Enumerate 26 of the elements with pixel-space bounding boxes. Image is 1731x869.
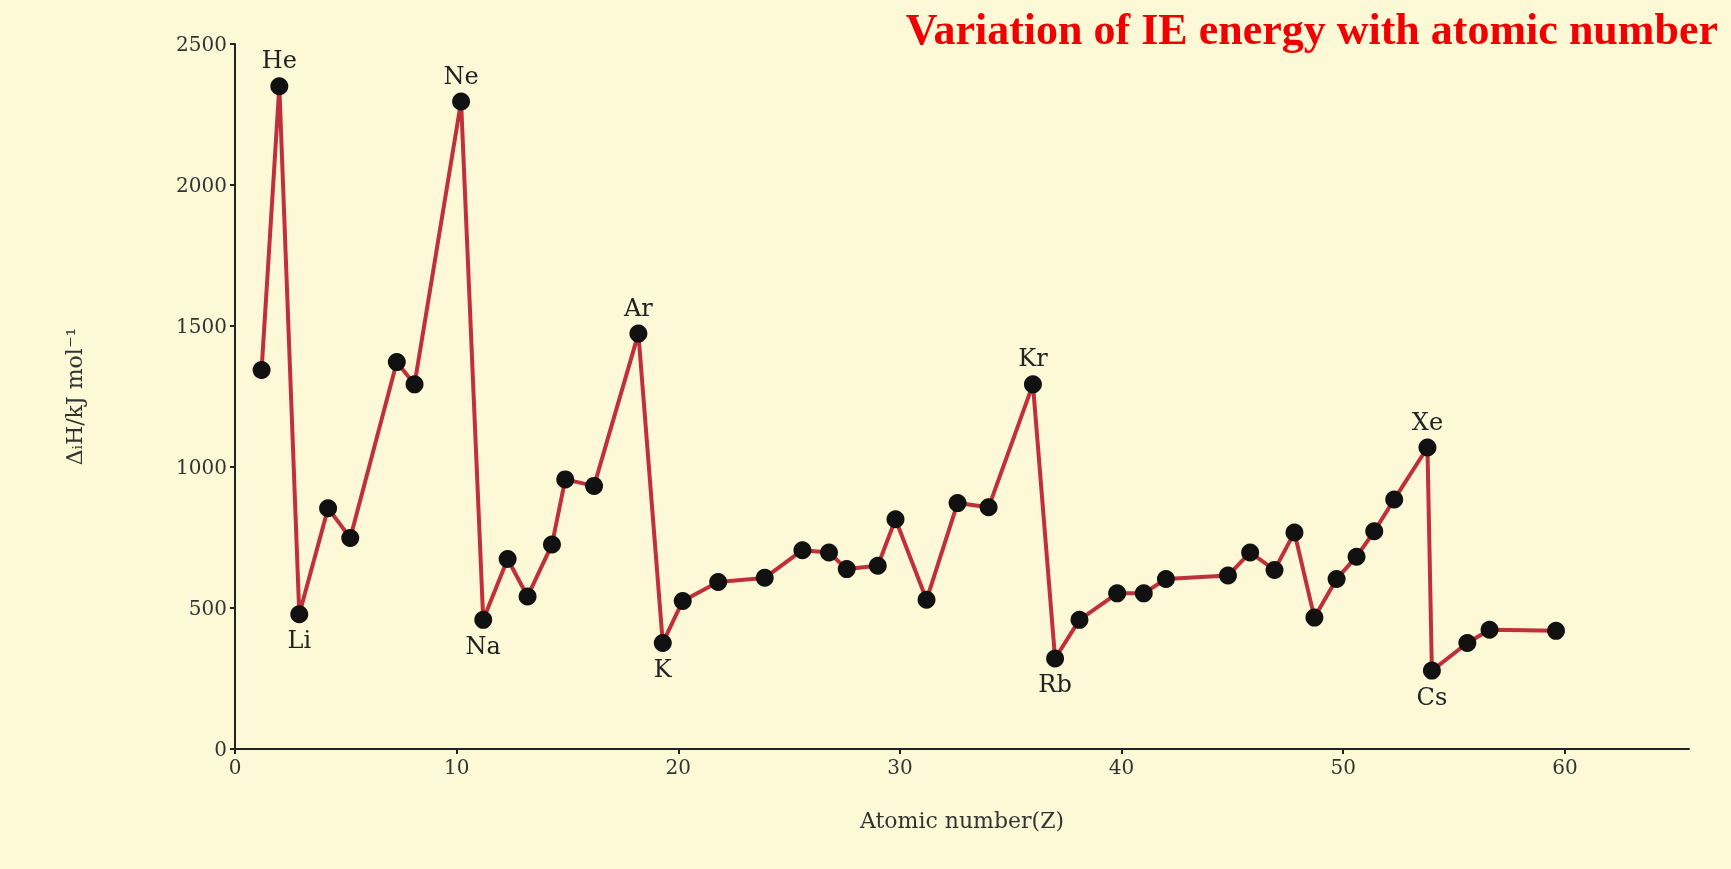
annotation: Xe [1411,407,1444,436]
annotation: Rb [1038,670,1072,699]
annotation: Ne [443,61,479,90]
y-tick-label: 0 [214,737,227,761]
x-tick-label: 50 [1330,755,1356,779]
annotation: He [261,46,297,75]
y-tick-label: 1000 [176,455,227,479]
annotation: Kr [1018,344,1049,373]
chart-title: Variation of IE energy with atomic number [905,4,1718,54]
x-tick-label: 30 [887,755,913,779]
y-tick-label: 1500 [176,314,227,338]
y-tick-label: 500 [188,596,227,620]
annotation: Cs [1416,682,1448,711]
y-tick-label: 2500 [176,32,227,56]
y-axis-title: ΔᵢH/kJ mol⁻¹ [61,327,87,466]
annotation: Na [465,631,501,660]
x-tick-label: 40 [1108,755,1135,779]
x-tick-label: 20 [665,755,692,779]
annotation: Ar [622,293,654,322]
x-tick-label: 0 [228,755,242,779]
x-tick-label: 60 [1552,755,1578,779]
annotation: K [653,654,673,683]
annotation: Li [287,626,312,655]
x-axis-title: Atomic number(Z) [858,807,1065,833]
x-tick-label: 10 [443,755,470,779]
y-tick-label: 2000 [176,173,227,197]
